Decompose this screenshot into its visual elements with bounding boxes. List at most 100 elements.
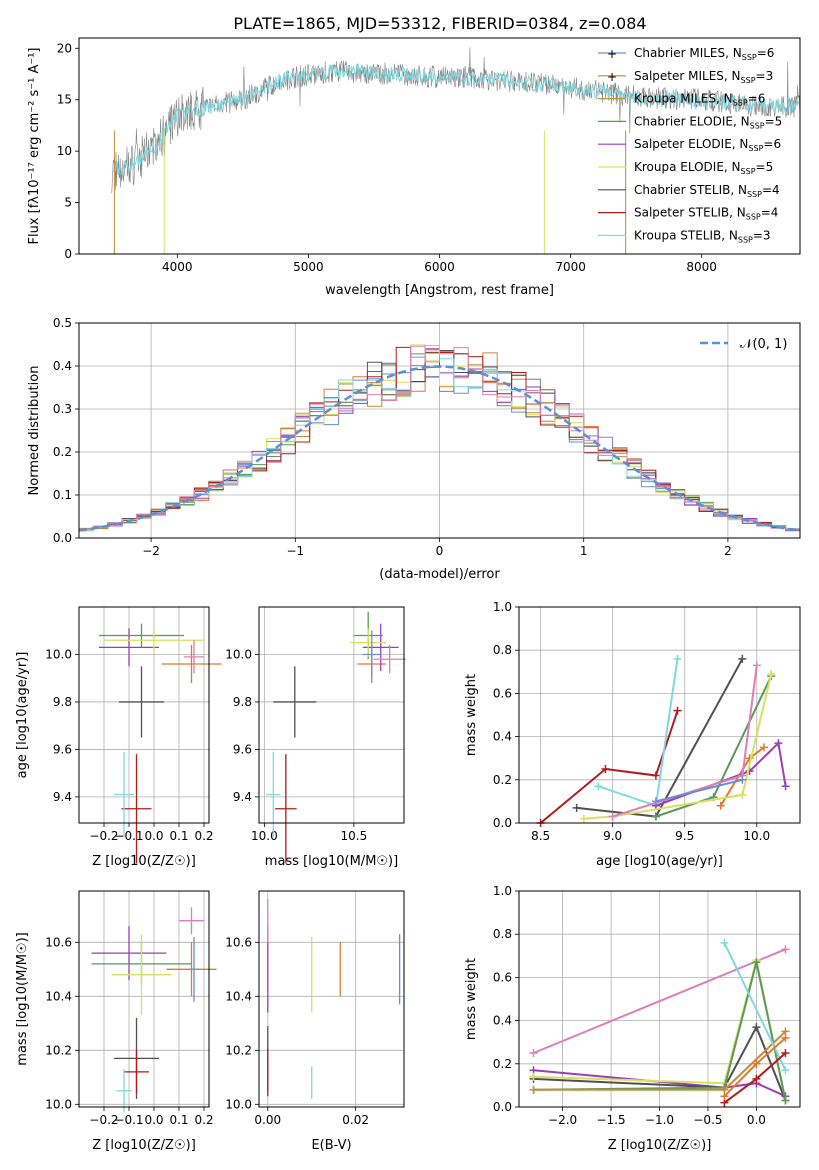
y-tick-label: 0 xyxy=(64,247,72,261)
y-tick-label: 0.2 xyxy=(53,445,72,459)
errorbar-axes-frame xyxy=(258,890,405,1108)
errorbar-axes-frame xyxy=(78,606,210,824)
x-tick-label: 0 xyxy=(436,544,444,558)
mass-weight-line xyxy=(533,1024,787,1101)
legend-count: =4 xyxy=(761,206,779,220)
legend-count: =6 xyxy=(757,46,775,60)
y-tick-label: 0.0 xyxy=(493,1100,512,1114)
histogram-step-line xyxy=(79,345,800,531)
y-tick-label: 10.0 xyxy=(225,1097,252,1111)
x-tick-label: 0.2 xyxy=(194,1113,213,1127)
mass-weight-marker xyxy=(781,1033,790,1042)
spectrum-lines xyxy=(111,47,800,254)
mass-weight-marker xyxy=(673,654,682,663)
x-tick-label: −0.1 xyxy=(114,829,143,843)
legend-count: =3 xyxy=(753,228,771,242)
errorbar-x-axis-label: Z [log10(Z/Z☉)] xyxy=(92,854,196,869)
legend-label: Chabrier MILES, NSSP=6 xyxy=(634,46,774,62)
errorbar-group xyxy=(91,907,217,1113)
mass-weight-marker xyxy=(716,801,725,810)
y-tick-label: 10.0 xyxy=(45,647,72,661)
mass-weight-series xyxy=(529,938,790,1107)
y-tick-label: 10.0 xyxy=(45,1097,72,1111)
x-tick-label: −0.2 xyxy=(89,1113,118,1127)
x-tick-label: 0.2 xyxy=(194,829,213,843)
mass-weight-marker xyxy=(781,1096,790,1105)
y-tick-label: 0.0 xyxy=(53,531,72,545)
legend-name: Salpeter STELIB, N xyxy=(634,206,746,220)
y-tick-label: 0.6 xyxy=(493,686,512,700)
mass-weight-marker xyxy=(752,1023,761,1032)
y-tick-label: 10.2 xyxy=(225,1043,252,1057)
x-tick-label: 9.0 xyxy=(603,829,622,843)
legend-name: Kroupa ELODIE, N xyxy=(634,160,741,174)
legend-count: =4 xyxy=(762,183,780,197)
x-tick-label: −0.1 xyxy=(114,1113,143,1127)
y-tick-label: 0.0 xyxy=(493,816,512,830)
y-tick-label: 10.6 xyxy=(45,935,72,949)
figure-title: PLATE=1865, MJD=53312, FIBERID=0384, z=0… xyxy=(233,14,646,33)
y-tick-label: 10.0 xyxy=(225,647,252,661)
mass-weight-marker xyxy=(738,790,747,799)
mass-weight-marker xyxy=(601,765,610,773)
x-tick-label: 1 xyxy=(580,544,588,558)
model-spectrum-line xyxy=(111,63,800,175)
mass-weight-marker xyxy=(752,958,761,967)
mass-weight-marker xyxy=(579,814,588,823)
mass-weight-marker xyxy=(752,1074,761,1083)
legend-label: Salpeter MILES, NSSP=3 xyxy=(634,69,773,85)
histogram-steps xyxy=(78,344,801,532)
errorbar-group xyxy=(267,899,401,1099)
mass-weight-marker xyxy=(651,771,660,780)
mass-weight-line xyxy=(539,710,679,824)
mass-weight-axes-frame xyxy=(518,606,801,824)
y-tick-label: 0.4 xyxy=(53,359,72,373)
spectrum-x-axis-label: wavelength [Angstrom, rest frame] xyxy=(325,283,554,298)
mass-weight-x-axis-label: Z [log10(Z/Z☉)] xyxy=(608,1138,712,1153)
histogram-legend-label: 𝒩(0, 1) xyxy=(740,337,787,352)
y-tick-label: 10.6 xyxy=(225,935,252,949)
mass-weight-marker xyxy=(572,803,581,812)
legend-count: =6 xyxy=(748,92,766,106)
y-tick-label: 9.8 xyxy=(233,695,252,709)
mass-weight-axes-frame xyxy=(518,890,801,1108)
mass-weight-marker xyxy=(673,706,682,715)
legend-name: Chabrier MILES, N xyxy=(634,46,742,60)
mass-weight-marker xyxy=(752,1059,761,1068)
histogram-axes-frame xyxy=(78,322,801,539)
mass-weight-marker xyxy=(594,782,603,791)
y-tick-label: 0.8 xyxy=(493,927,512,941)
mass-weight-line xyxy=(655,778,743,803)
x-tick-label: 10.5 xyxy=(341,829,368,843)
x-tick-label: −0.5 xyxy=(693,1113,722,1127)
mass-weight-series xyxy=(536,654,790,827)
x-tick-label: −0.2 xyxy=(89,829,118,843)
mass-weight-marker xyxy=(781,782,790,791)
y-tick-label: 10 xyxy=(57,144,72,158)
x-tick-label: 8.5 xyxy=(531,829,550,843)
legend-name: Chabrier ELODIE, N xyxy=(634,114,750,128)
y-tick-label: 10.4 xyxy=(45,989,72,1003)
legend-subscript: SSP xyxy=(748,144,763,153)
mass-weight-line xyxy=(723,942,787,1071)
errorbar-axes-frame xyxy=(78,890,210,1108)
mass-weight-marker xyxy=(738,775,747,784)
histogram-step-line xyxy=(79,344,800,532)
y-tick-label: 10.4 xyxy=(225,989,252,1003)
y-tick-label: 15 xyxy=(57,93,72,107)
y-tick-label: 9.4 xyxy=(233,790,252,804)
y-tick-label: 0.6 xyxy=(493,970,512,984)
legend-label: Kroupa STELIB, NSSP=3 xyxy=(634,228,771,244)
errorbar-y-axis-label: mass [log10(M/M☉)] xyxy=(15,932,30,1065)
legend-label: Kroupa ELODIE, NSSP=5 xyxy=(634,160,773,176)
mass-weight-line xyxy=(583,673,773,820)
legend-count: =3 xyxy=(756,69,774,83)
y-tick-label: 9.4 xyxy=(53,790,72,804)
mass-weight-line xyxy=(533,962,787,1101)
mass-weight-marker xyxy=(720,938,729,947)
y-tick-label: 9.6 xyxy=(53,742,72,756)
legend-count: =5 xyxy=(756,160,774,174)
